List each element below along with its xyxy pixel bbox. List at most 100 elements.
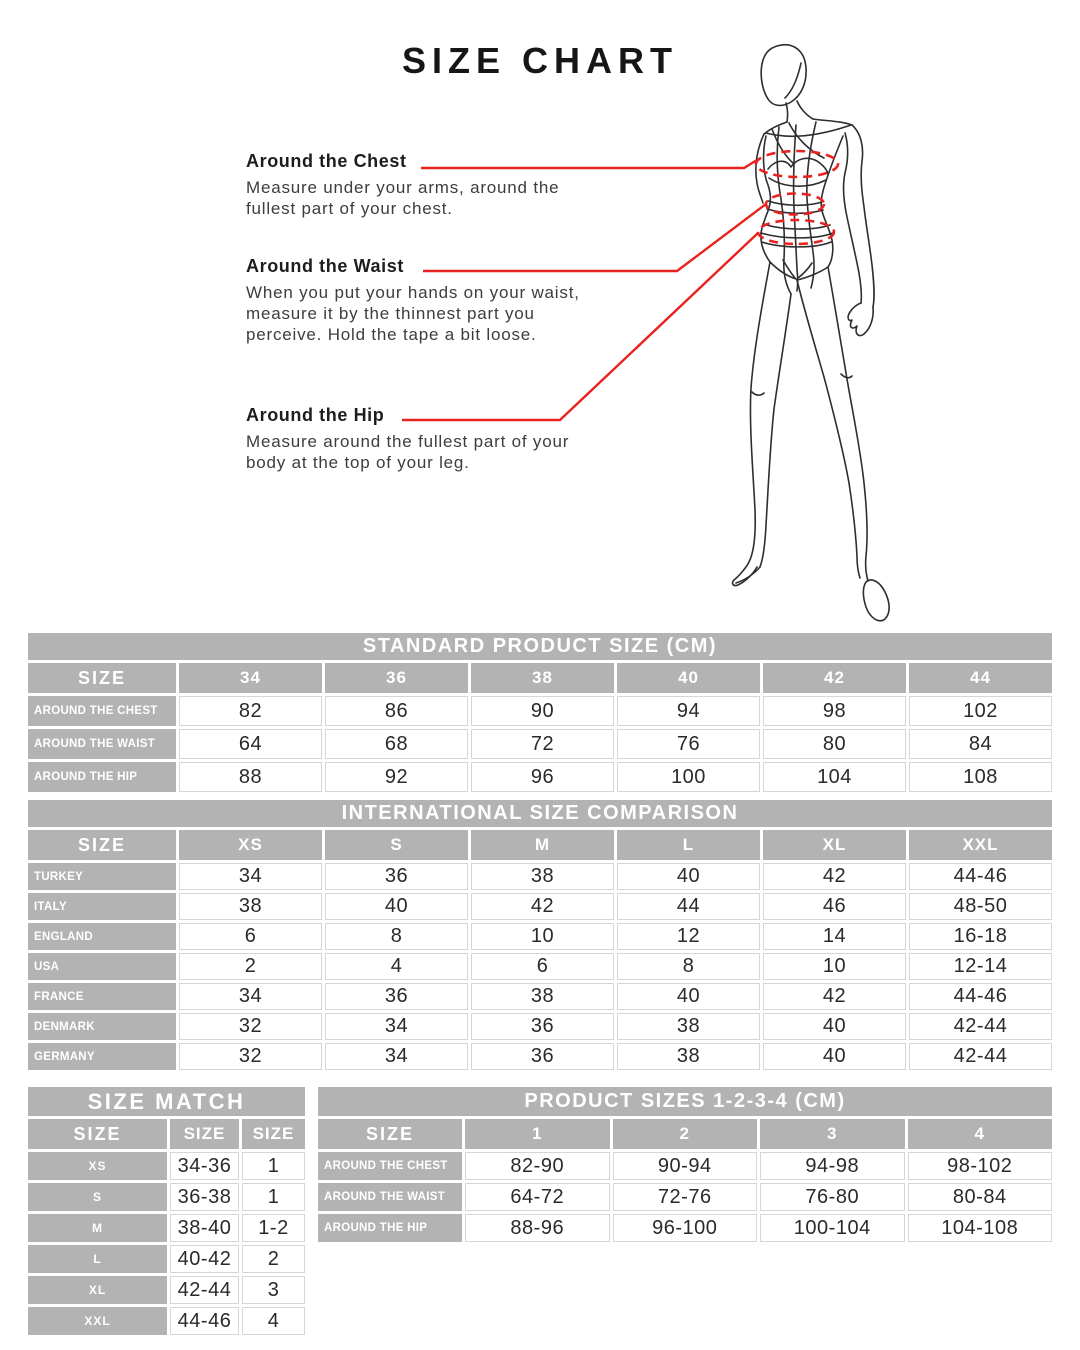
data-cell: 46 xyxy=(763,893,906,920)
column-header: M xyxy=(471,830,614,860)
data-cell: 12-14 xyxy=(909,953,1052,980)
data-cell: 34 xyxy=(325,1043,468,1070)
row-label: AROUND THE WAIST xyxy=(28,729,176,759)
data-cell: 86 xyxy=(325,696,468,726)
data-cell: 44 xyxy=(617,893,760,920)
data-cell: 72 xyxy=(471,729,614,759)
data-cell: 36 xyxy=(471,1043,614,1070)
data-cell: 6 xyxy=(179,923,322,950)
column-header: 34 xyxy=(179,663,322,693)
data-cell: 42 xyxy=(763,983,906,1010)
data-cell: 40 xyxy=(617,863,760,890)
data-cell: 38 xyxy=(471,983,614,1010)
column-header: 44 xyxy=(909,663,1052,693)
data-cell: 92 xyxy=(325,762,468,792)
data-cell: 38 xyxy=(617,1043,760,1070)
data-cell: 34-36 xyxy=(170,1152,239,1180)
data-cell: 38 xyxy=(471,863,614,890)
data-cell: 34 xyxy=(179,863,322,890)
data-cell: 32 xyxy=(179,1013,322,1040)
hip-measure-ellipse xyxy=(756,218,836,246)
data-cell: 90 xyxy=(471,696,614,726)
measurement-markers xyxy=(402,149,840,422)
row-label: L xyxy=(28,1245,167,1273)
data-cell: 36 xyxy=(325,983,468,1010)
waist-measure-ellipse xyxy=(764,192,826,216)
row-label: S xyxy=(28,1183,167,1211)
note-heading: Around the Waist xyxy=(246,256,404,276)
data-cell: 38 xyxy=(617,1013,760,1040)
chest-measure-ellipse xyxy=(754,149,840,179)
standard-product-size-table: STANDARD PRODUCT SIZE (CM) SIZE 34 36 38 40 4… xyxy=(28,633,1052,792)
chest-measure-note: Around the Chest Measure under your arms… xyxy=(246,151,666,219)
row-label: AROUND THE CHEST xyxy=(28,696,176,726)
row-label: DENMARK xyxy=(28,1013,176,1040)
note-heading: Around the Hip xyxy=(246,405,385,425)
data-cell: 40 xyxy=(617,983,760,1010)
row-label: XL xyxy=(28,1276,167,1304)
note-heading: Around the Chest xyxy=(246,151,407,171)
row-label: ENGLAND xyxy=(28,923,176,950)
data-cell: 98 xyxy=(763,696,906,726)
column-header: XL xyxy=(763,830,906,860)
table-grid: SIZE 34 36 38 40 42 44 AROUND THE CHEST 82 86 90 94… xyxy=(28,663,1052,792)
data-cell: 40 xyxy=(763,1043,906,1070)
data-cell: 38-40 xyxy=(170,1214,239,1242)
data-cell: 3 xyxy=(242,1276,305,1304)
data-cell: 12 xyxy=(617,923,760,950)
data-cell: 100-104 xyxy=(760,1214,905,1242)
row-label: FRANCE xyxy=(28,983,176,1010)
fashion-figure-illustration xyxy=(402,44,890,622)
column-header: 1 xyxy=(465,1119,610,1149)
data-cell: 94-98 xyxy=(760,1152,905,1180)
waist-measure-note: Around the Waist When you put your hands… xyxy=(246,256,666,345)
data-cell: 80 xyxy=(763,729,906,759)
data-cell: 102 xyxy=(909,696,1052,726)
data-cell: 14 xyxy=(763,923,906,950)
column-header: 42 xyxy=(763,663,906,693)
data-cell: 34 xyxy=(325,1013,468,1040)
data-cell: 16-18 xyxy=(909,923,1052,950)
data-cell: 96 xyxy=(471,762,614,792)
data-cell: 40 xyxy=(763,1013,906,1040)
column-header: L xyxy=(617,830,760,860)
table-title: INTERNATIONAL SIZE COMPARISON xyxy=(28,800,1052,827)
row-label: TURKEY xyxy=(28,863,176,890)
column-header: XXL xyxy=(909,830,1052,860)
data-cell: 104 xyxy=(763,762,906,792)
row-label: AROUND THE WAIST xyxy=(318,1183,462,1211)
data-cell: 76 xyxy=(617,729,760,759)
column-header: 40 xyxy=(617,663,760,693)
chest-leader-line xyxy=(421,158,758,170)
row-label: ITALY xyxy=(28,893,176,920)
data-cell: 88 xyxy=(179,762,322,792)
international-size-comparison-table: INTERNATIONAL SIZE COMPARISON SIZE XS S M L X… xyxy=(28,800,1052,1070)
data-cell: 38 xyxy=(179,893,322,920)
hip-measure-note: Around the Hip Measure around the fulles… xyxy=(246,405,666,473)
data-cell: 64 xyxy=(179,729,322,759)
page-title: SIZE CHART xyxy=(402,40,678,81)
data-cell: 88-96 xyxy=(465,1214,610,1242)
table-grid: SIZE XS S M L XL XXL TURKEY 34 36 38 40 42 44-46 ITALY… xyxy=(28,830,1052,1070)
data-cell: 10 xyxy=(763,953,906,980)
data-cell: 2 xyxy=(179,953,322,980)
waist-leader-line xyxy=(423,203,767,273)
data-cell: 6 xyxy=(471,953,614,980)
data-cell: 82 xyxy=(179,696,322,726)
data-cell: 44-46 xyxy=(170,1307,239,1335)
data-cell: 34 xyxy=(179,983,322,1010)
column-header: 2 xyxy=(612,1119,757,1149)
note-description: When you put your hands on your waist, m… xyxy=(246,283,580,344)
column-header: 4 xyxy=(907,1119,1052,1149)
note-description: Measure around the fullest part of your … xyxy=(246,432,570,472)
data-cell: 32 xyxy=(179,1043,322,1070)
data-cell: 1-2 xyxy=(242,1214,305,1242)
table-title: STANDARD PRODUCT SIZE (CM) xyxy=(28,633,1052,660)
row-label: AROUND THE CHEST xyxy=(318,1152,462,1180)
column-header: XS xyxy=(179,830,322,860)
data-cell: 48-50 xyxy=(909,893,1052,920)
data-cell: 8 xyxy=(325,923,468,950)
column-header: 38 xyxy=(471,663,614,693)
data-cell: 84 xyxy=(909,729,1052,759)
